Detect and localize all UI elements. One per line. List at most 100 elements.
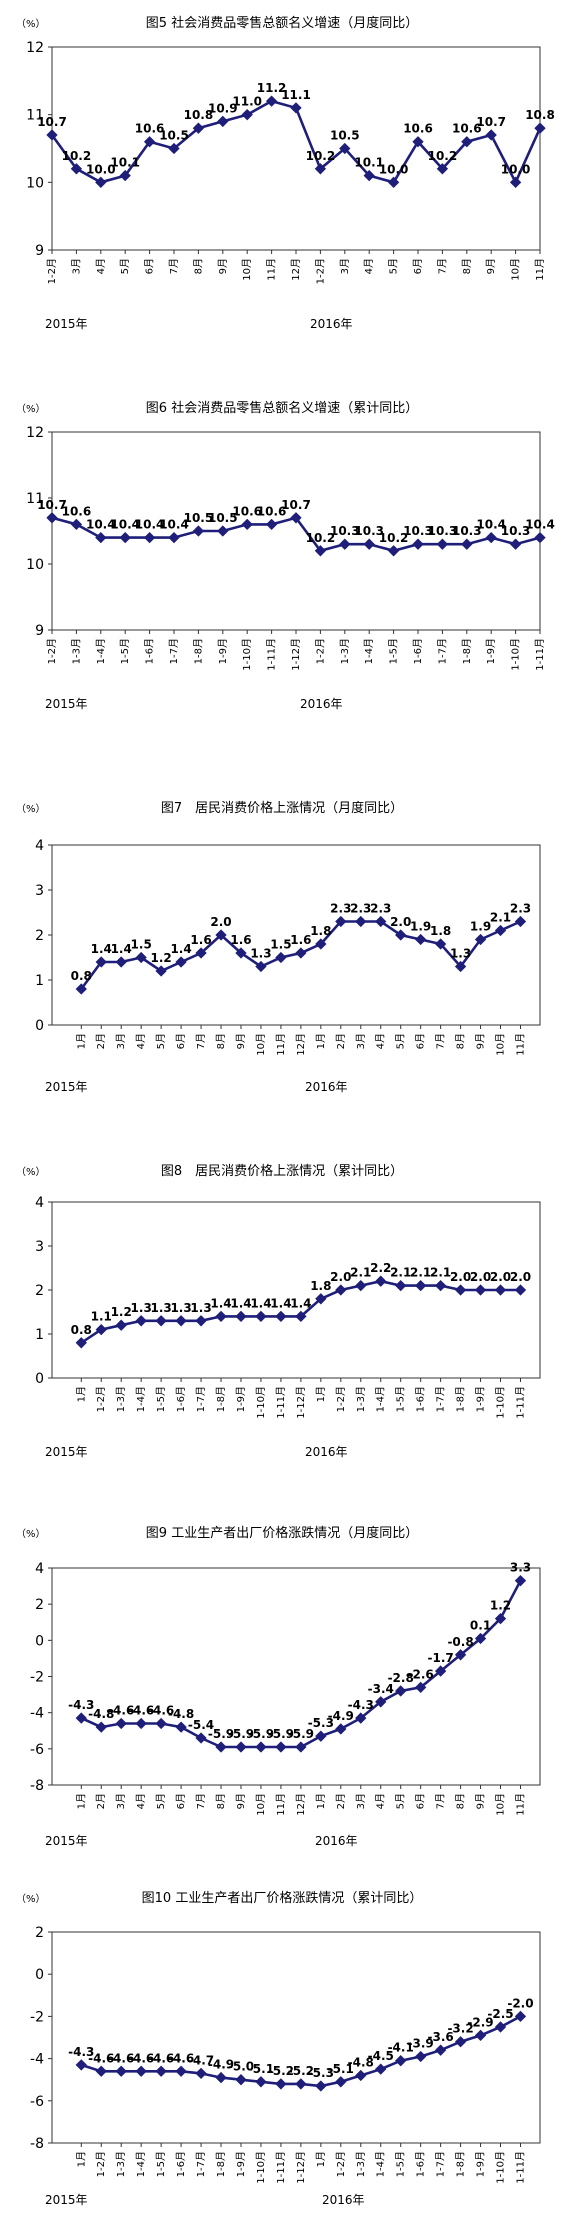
data-label: 2.1 bbox=[410, 1266, 431, 1280]
x-tick-label: 10月 bbox=[241, 258, 253, 281]
data-point bbox=[461, 538, 473, 550]
data-point bbox=[235, 1741, 247, 1753]
data-label: 10.5 bbox=[184, 511, 214, 525]
x-tick-label: 11月 bbox=[275, 1793, 287, 1816]
data-label: 10.5 bbox=[330, 129, 360, 143]
data-point bbox=[115, 1319, 127, 1331]
data-point bbox=[95, 2065, 107, 2077]
x-tick-label: 1-12月 bbox=[290, 638, 302, 671]
data-point bbox=[175, 1721, 187, 1733]
x-tick-label: 1-9月 bbox=[475, 1386, 487, 1412]
data-label: -4.6 bbox=[148, 1704, 174, 1718]
data-label: 1.4 bbox=[170, 942, 191, 956]
data-label: 10.3 bbox=[403, 524, 433, 538]
data-label: 10.4 bbox=[476, 518, 506, 532]
y-tick-label: -6 bbox=[30, 2094, 44, 2110]
unit-label: （%） bbox=[16, 1893, 46, 1905]
data-label: 2.3 bbox=[370, 902, 391, 916]
y-tick-label: 0 bbox=[35, 1371, 44, 1387]
data-point bbox=[241, 518, 253, 531]
data-point bbox=[454, 1649, 467, 1661]
data-point bbox=[335, 1284, 347, 1296]
x-tick-label: 1-4月 bbox=[95, 638, 107, 664]
x-tick-label: 10月 bbox=[255, 1793, 267, 1816]
data-point bbox=[335, 2076, 347, 2088]
data-point bbox=[363, 538, 375, 550]
data-label: 10.6 bbox=[62, 504, 92, 518]
data-label: 10.2 bbox=[428, 149, 458, 163]
data-point bbox=[275, 1741, 287, 1753]
x-tick-label: 6月 bbox=[144, 258, 156, 274]
data-point bbox=[315, 2080, 327, 2092]
x-tick-label: 11月 bbox=[514, 1793, 526, 1816]
x-tick-label: 1-2月 bbox=[46, 638, 58, 664]
data-point bbox=[135, 2065, 147, 2077]
x-tick-label: 1-9月 bbox=[235, 1386, 247, 1412]
x-tick-label: 1-11月 bbox=[275, 1386, 287, 1419]
data-point bbox=[395, 1685, 407, 1697]
data-label: 10.6 bbox=[135, 122, 165, 136]
data-point bbox=[494, 1284, 507, 1296]
data-point bbox=[355, 915, 367, 928]
x-tick-label: 1-8月 bbox=[455, 2151, 467, 2177]
x-tick-label: 1-6月 bbox=[144, 638, 156, 664]
data-label: -2.8 bbox=[388, 1671, 414, 1685]
chart-panel: 图7 居民消费价格上涨情况（月度同比） （%） 0 1 2 3 4 1月 2月 3月 4月 5月 6月 7… bbox=[16, 800, 541, 1094]
year-label: 2015年 bbox=[45, 697, 88, 711]
x-tick-label: 5月 bbox=[388, 258, 400, 274]
data-label: -4.3 bbox=[348, 1698, 374, 1712]
data-label: -4.6 bbox=[128, 2051, 154, 2065]
x-tick-label: 4月 bbox=[375, 1033, 387, 1049]
x-tick-label: 1-6月 bbox=[175, 2151, 187, 2177]
y-tick-label: 1 bbox=[35, 973, 44, 989]
data-point bbox=[155, 2065, 167, 2077]
x-tick-label: 10月 bbox=[495, 1793, 507, 1816]
data-point bbox=[155, 965, 167, 977]
data-label: -4.7 bbox=[188, 2053, 214, 2067]
data-label: -5.9 bbox=[288, 1727, 314, 1741]
x-tick-label: 1月 bbox=[75, 2151, 87, 2167]
x-tick-label: 1-10月 bbox=[255, 1386, 267, 1419]
x-tick-label: 3月 bbox=[70, 258, 82, 274]
data-label: 1.3 bbox=[450, 947, 471, 961]
data-point bbox=[255, 1310, 267, 1323]
year-label: 2015年 bbox=[45, 1445, 88, 1459]
data-label: -2.0 bbox=[507, 1996, 533, 2010]
data-point bbox=[415, 1681, 427, 1694]
data-point bbox=[255, 1741, 267, 1753]
data-label: 10.6 bbox=[403, 122, 433, 136]
x-tick-label: 1-3月 bbox=[355, 2151, 367, 2177]
data-label: 1.3 bbox=[151, 1301, 172, 1315]
data-label: 10.3 bbox=[354, 524, 384, 538]
chart-panel: 图5 社会消费品零售总额名义增速（月度同比） （%） 9 10 11 12 1-2月 3月 4月… bbox=[16, 15, 555, 331]
data-label: 1.3 bbox=[250, 947, 271, 961]
data-point bbox=[295, 1310, 307, 1323]
x-tick-label: 1-12月 bbox=[295, 1386, 307, 1419]
data-point bbox=[135, 1315, 147, 1327]
x-tick-label: 1-7月 bbox=[435, 2151, 447, 2177]
data-label: 10.2 bbox=[62, 149, 92, 163]
data-point bbox=[46, 129, 58, 141]
chart-panel: 图10 工业生产者出厂价格涨跌情况（累计同比） （%） -8 -6 -4 -2 0 2 1月 1-… bbox=[16, 1890, 541, 2207]
x-tick-label: 1-4月 bbox=[363, 638, 375, 664]
data-label: 10.8 bbox=[525, 108, 555, 122]
data-point bbox=[355, 2069, 367, 2082]
data-point bbox=[217, 115, 229, 128]
x-tick-label: 1-5月 bbox=[395, 2151, 407, 2177]
data-label: -4.6 bbox=[88, 2051, 114, 2065]
chart-title: 图8 居民消费价格上涨情况（累计同比） bbox=[161, 1163, 403, 1179]
data-label: -0.8 bbox=[447, 1635, 473, 1649]
year-label: 2016年 bbox=[310, 317, 353, 331]
x-tick-label: 1-10月 bbox=[495, 1386, 507, 1419]
data-point bbox=[192, 525, 205, 537]
x-tick-label: 9月 bbox=[485, 258, 497, 274]
data-point bbox=[485, 531, 497, 544]
x-tick-label: 1月 bbox=[75, 1033, 87, 1049]
data-point bbox=[375, 1696, 387, 1708]
chart-title: 图7 居民消费价格上涨情况（月度同比） bbox=[161, 800, 403, 816]
x-tick-label: 1月 bbox=[75, 1793, 87, 1809]
data-label: -4.8 bbox=[168, 1707, 194, 1721]
data-point bbox=[395, 929, 407, 941]
data-label: -4.8 bbox=[88, 1707, 114, 1721]
data-point bbox=[143, 136, 156, 148]
